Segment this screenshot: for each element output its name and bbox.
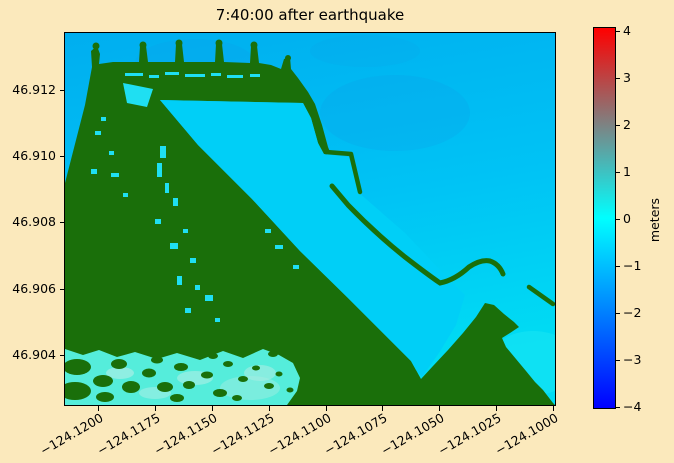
colorbar-tick-label: −1 [623,258,642,273]
pier-knob [250,41,258,49]
x-tick-label: −124.1150 [151,410,220,459]
colorbar-tick-label: 3 [623,70,631,85]
colorbar-tick-label: −2 [623,305,642,320]
pier-knob [175,39,183,47]
colorbar-tick-label: 2 [623,117,631,132]
marsh-highlights [106,365,280,400]
map-axes [64,32,556,406]
y-tick-label: 46.906 [12,281,56,296]
x-tick-label: −124.1000 [492,410,561,459]
pier-knob [285,55,291,61]
y-tick-label: 46.904 [12,347,56,362]
y-tick-label: 46.910 [12,148,56,163]
x-tick-label: −124.1050 [378,410,447,459]
map-canvas [65,33,555,405]
plot-title: 7:40:00 after earthquake [215,6,405,24]
x-tick-label: −124.1175 [94,410,163,459]
colorbar [593,27,616,409]
colorbar-tick-label: −3 [623,352,642,367]
x-tick-label: −124.1200 [37,410,106,459]
pier-knob [139,41,147,49]
marina-speckles [91,72,299,322]
marina-channel-water [160,100,465,377]
x-tick-label: −124.1100 [265,410,334,459]
marsh-land-patches [65,351,294,402]
x-tick-label: −124.1075 [321,410,390,459]
colorbar-tick-label: 4 [623,23,631,38]
y-tick-label: 46.912 [12,82,56,97]
land-mass [65,44,555,405]
jetty-t-structure [323,149,363,195]
jetty-stub [526,284,555,307]
pier-knob [92,42,100,50]
jetty-s-curve [329,183,506,286]
colorbar-tick-label: 0 [623,211,631,226]
deep-water-patch [310,35,420,67]
pier-knob [215,39,223,47]
colorbar-axis-label: meters [647,197,662,243]
deep-water-patch [320,75,470,151]
colorbar-tick-label: 1 [623,164,631,179]
x-tick-label: −124.1025 [435,410,504,459]
colorbar-tick-label: −4 [623,399,642,414]
y-tick-label: 46.908 [12,214,56,229]
x-tick-label: −124.1125 [208,410,277,459]
